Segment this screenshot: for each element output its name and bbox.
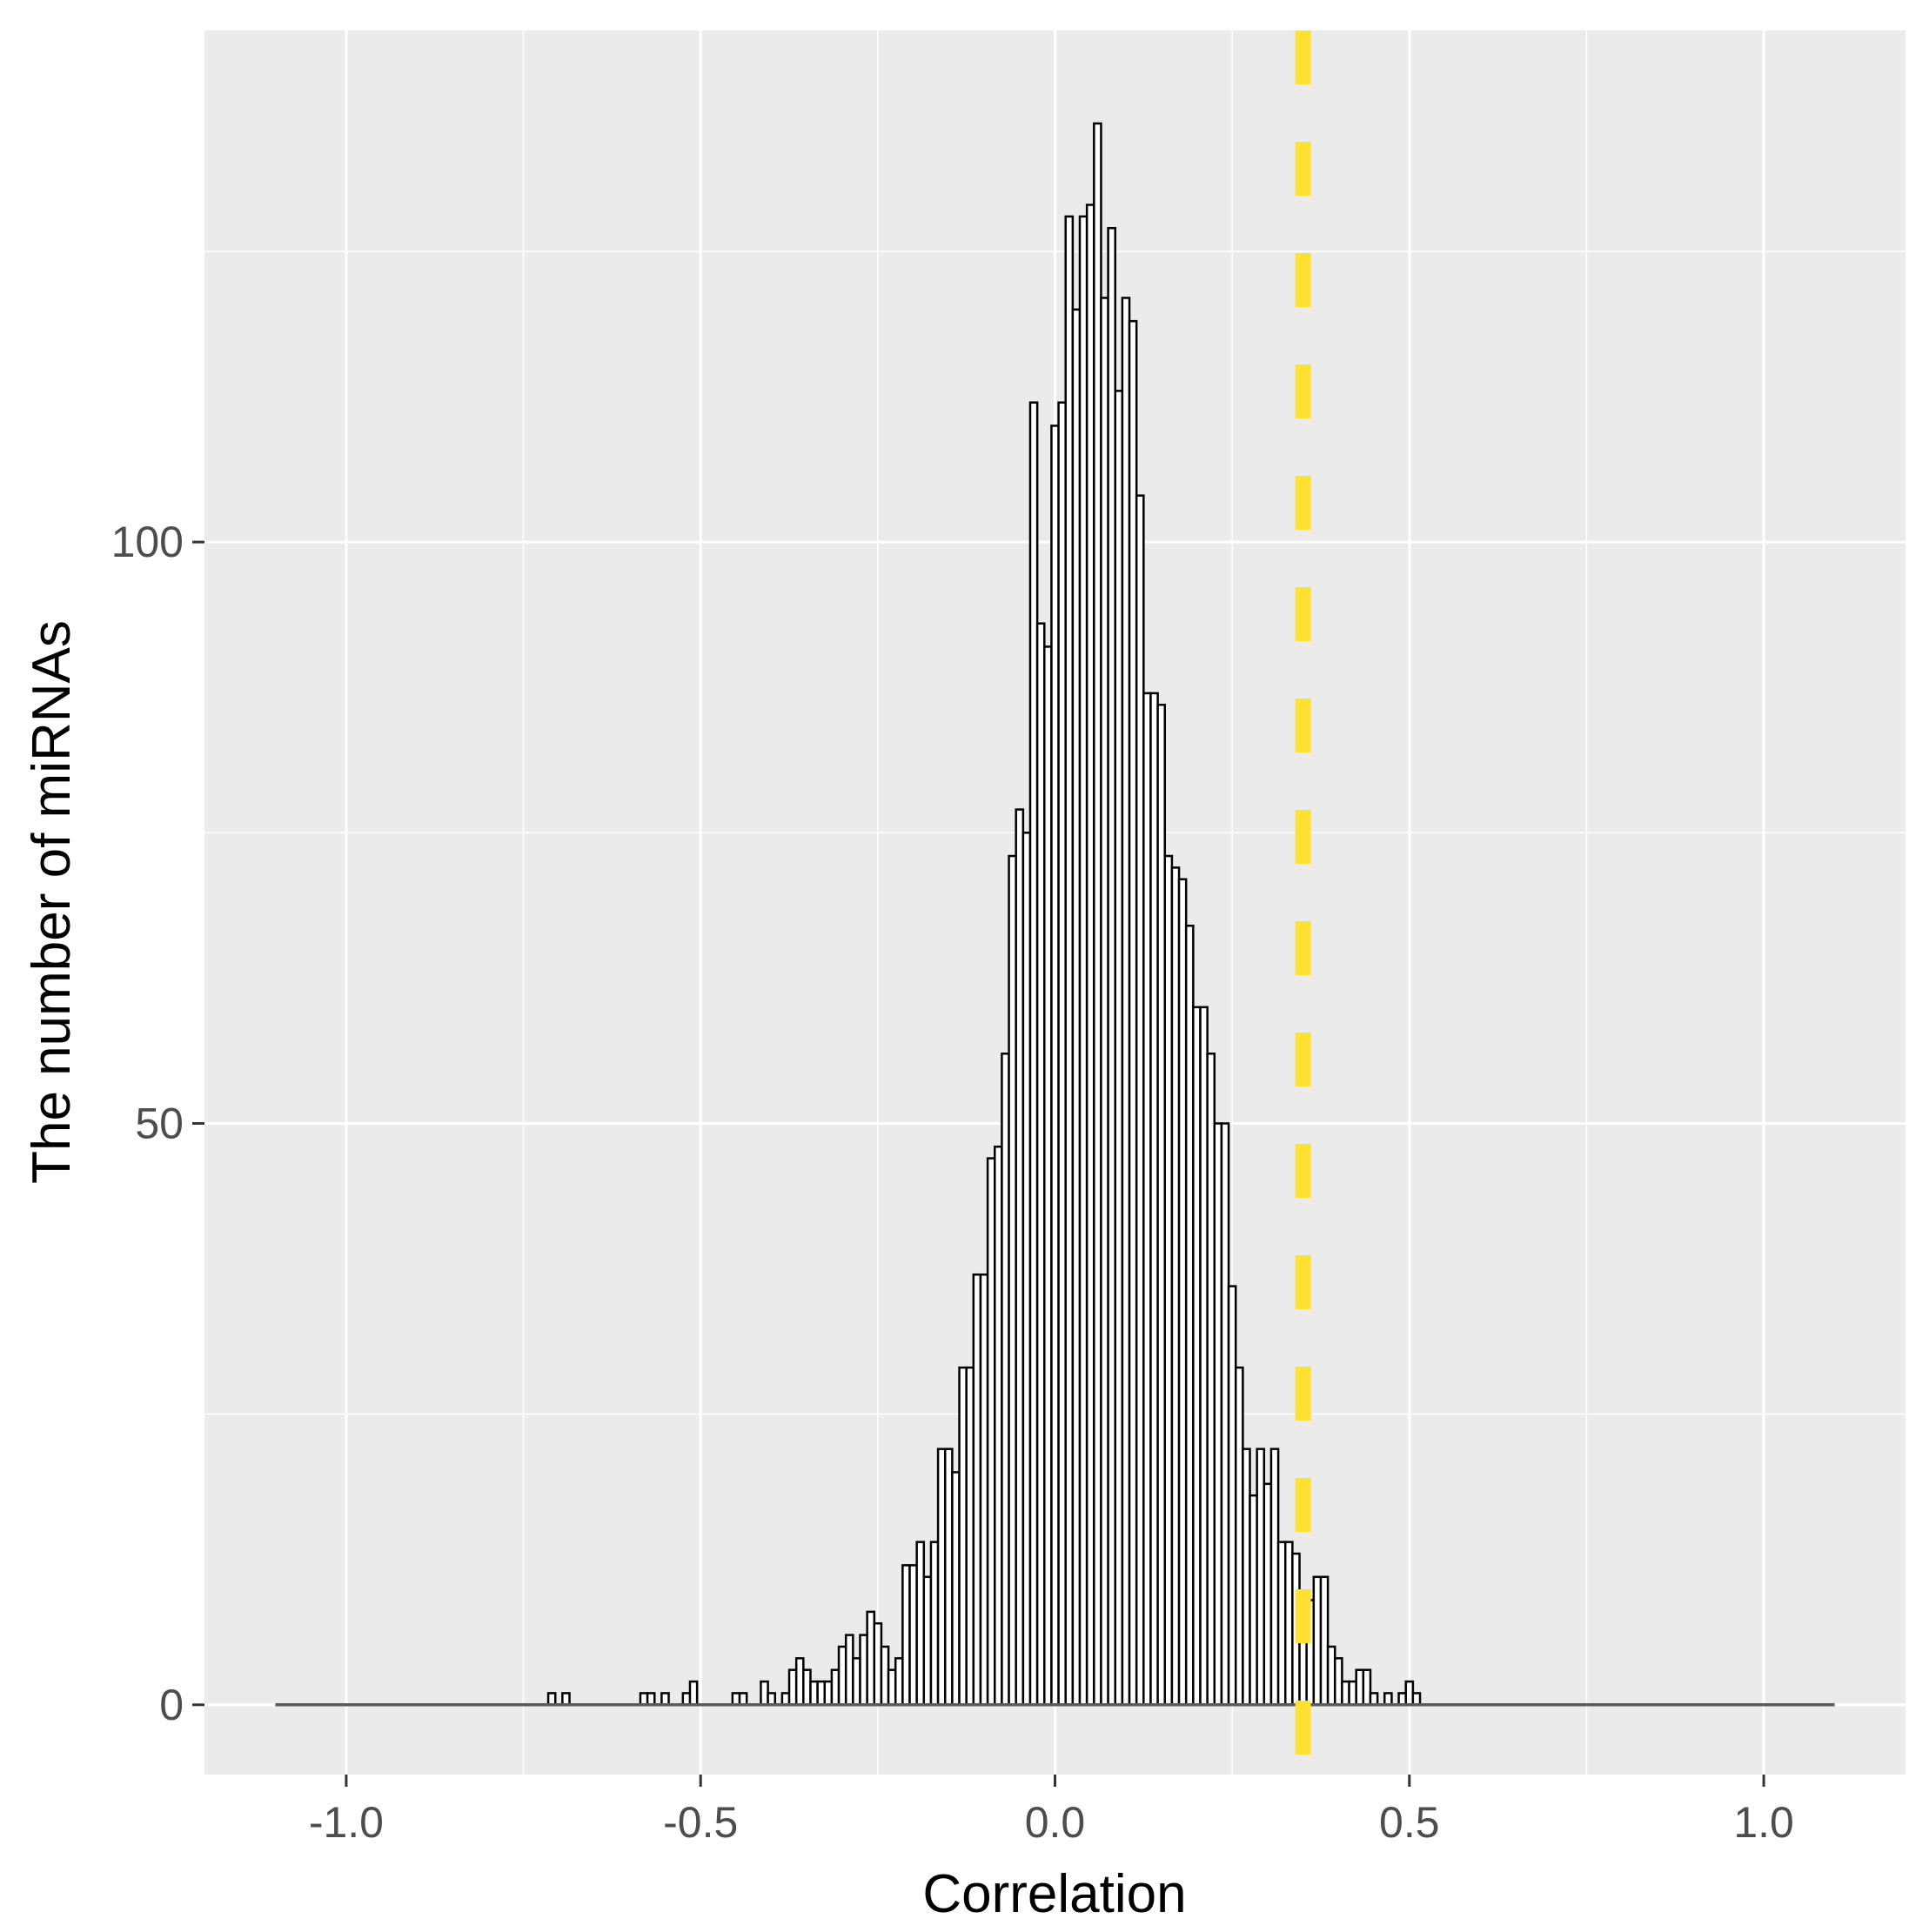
x-tick-label: 1.0	[1733, 1798, 1794, 1847]
x-axis-title: Correlation	[922, 1864, 1186, 1924]
histogram-bar	[561, 1692, 571, 1707]
histogram-bar	[1369, 1692, 1379, 1707]
histogram-bar	[1383, 1692, 1393, 1707]
histogram-bar	[646, 1692, 656, 1707]
histogram-bar	[546, 1692, 557, 1707]
y-tick-label: 0	[159, 1681, 184, 1729]
histogram-bar	[660, 1692, 670, 1707]
histogram-bar	[1411, 1692, 1422, 1707]
x-tick-label: -1.0	[309, 1798, 384, 1847]
histogram-bars	[275, 122, 1835, 1707]
x-tick-label: 0.5	[1379, 1798, 1440, 1847]
x-tick-label: -0.5	[663, 1798, 738, 1847]
x-tick-label: 0.0	[1025, 1798, 1086, 1847]
y-axis-title: The number of miRNAs	[22, 620, 82, 1184]
histogram-bar	[738, 1692, 748, 1707]
histogram-bar	[767, 1692, 776, 1707]
histogram-bar	[688, 1680, 699, 1707]
y-tick-label: 100	[111, 518, 184, 566]
y-axis-ticks: 0 50 100	[111, 518, 204, 1729]
x-axis-ticks: -1.0 -0.5 0.0 0.5 1.0	[309, 1775, 1794, 1847]
y-tick-label: 50	[135, 1099, 184, 1147]
